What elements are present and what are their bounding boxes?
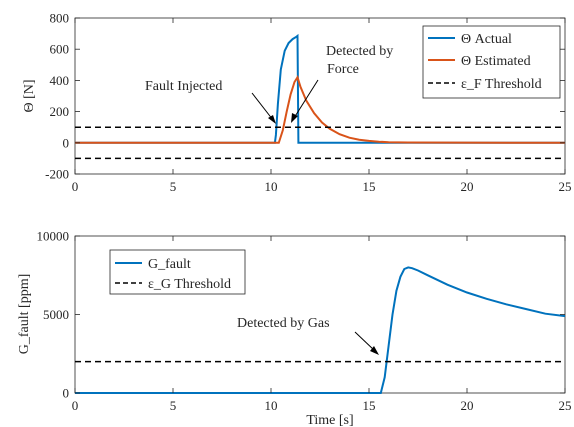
y-tick-label-1-5000: 5000 [43, 307, 69, 322]
x-tick-label-1-20: 20 [461, 398, 474, 413]
y-tick-label-0-0: 0 [63, 135, 70, 150]
series-line-0-1 [75, 74, 566, 144]
y-tick-label-0-600: 600 [50, 42, 70, 57]
top-plot-lines [75, 33, 566, 160]
annotation-arrow-fault-injected [251, 92, 274, 121]
annotation-detected-by-force-line1: Detected by [326, 44, 393, 59]
x-tick-label-0-20: 20 [461, 179, 474, 194]
bottom-x-axis-label: Time [s] [306, 413, 353, 427]
top-y-axis-label: Θ [N] [22, 79, 37, 112]
legend-label-theta-estimated: Θ Estimated [461, 54, 531, 69]
series-line-0-0 [75, 33, 565, 144]
y-tick-label-1-10000: 10000 [37, 229, 70, 244]
bottom-y-axis-label: G_fault [ppm] [17, 274, 32, 354]
x-tick-label-1-15: 15 [363, 398, 376, 413]
legend-label-g-fault: G_fault [148, 257, 191, 272]
x-tick-label-1-10: 10 [265, 398, 278, 413]
arrowhead-fault-injected [268, 115, 276, 124]
y-tick-label-0-200: 200 [50, 104, 70, 119]
y-tick-label-0-400: 400 [50, 73, 70, 88]
bottom-plot-lines [75, 266, 566, 394]
y-tick-label-0-800: 800 [50, 11, 70, 26]
bottom-plot-ticks: 0 5 10 15 20 25 0 5000 10000 [37, 229, 572, 414]
x-tick-label-1-25: 25 [559, 398, 572, 413]
x-tick-label-0-5: 5 [170, 179, 177, 194]
bottom-subplot: 0 5 10 15 20 25 0 5000 10000 G_fault [ppm] Time … [17, 229, 572, 427]
x-tick-label-1-5: 5 [170, 398, 177, 413]
legend-label-theta-actual: Θ Actual [461, 32, 512, 47]
arrowhead-detected-by-force [291, 113, 298, 123]
legend-label-force-threshold: ε_F Threshold [461, 77, 542, 92]
x-tick-label-0-0: 0 [72, 179, 79, 194]
bottom-legend-box [109, 249, 246, 295]
legend-label-gas-threshold: ε_G Threshold [148, 277, 231, 292]
y-tick-label-1-0: 0 [63, 386, 70, 401]
x-tick-label-1-0: 0 [72, 398, 79, 413]
series-line-1-0 [75, 266, 566, 394]
annotation-arrow-detected-by-force [293, 79, 319, 119]
annotation-detected-by-force-line2: Force [327, 62, 359, 77]
x-tick-label-0-10: 10 [265, 179, 278, 194]
y-tick-label-0--200: -200 [45, 167, 69, 182]
x-tick-label-0-25: 25 [559, 179, 572, 194]
bottom-legend: G_fault ε_G Threshold [109, 249, 246, 295]
arrowhead-detected-by-gas [370, 346, 379, 355]
x-tick-label-0-15: 15 [363, 179, 376, 194]
annotation-fault-injected: Fault Injected [145, 79, 222, 94]
annotation-arrow-detected-by-gas [354, 331, 376, 352]
top-legend: Θ Actual Θ Estimated ε_F Threshold [422, 25, 561, 99]
annotation-detected-by-gas: Detected by Gas [237, 316, 330, 331]
